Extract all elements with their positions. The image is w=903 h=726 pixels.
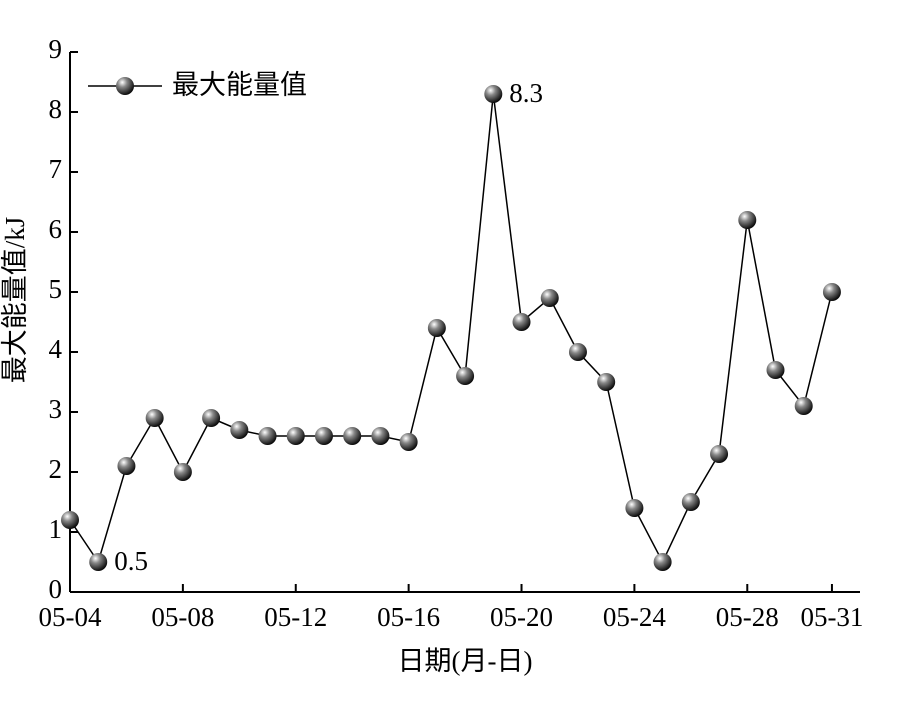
data-point bbox=[117, 457, 136, 475]
x-tick-label: 05-31 bbox=[800, 602, 863, 632]
data-point bbox=[286, 427, 305, 445]
x-tick-label: 05-24 bbox=[603, 602, 666, 632]
x-axis-label: 日期(月-日) bbox=[398, 646, 533, 676]
y-tick-label: 8 bbox=[49, 94, 63, 124]
x-tick-label: 05-28 bbox=[716, 602, 779, 632]
data-point bbox=[145, 409, 164, 427]
data-point bbox=[456, 367, 475, 385]
data-point bbox=[597, 373, 616, 391]
annotation: 0.5 bbox=[114, 546, 148, 576]
data-point bbox=[681, 493, 700, 511]
y-tick-label: 5 bbox=[49, 274, 63, 304]
x-tick-label: 05-04 bbox=[39, 602, 102, 632]
data-point bbox=[230, 421, 249, 439]
series-line bbox=[69, 93, 833, 564]
data-point bbox=[625, 499, 644, 517]
y-tick-label: 4 bbox=[49, 334, 63, 364]
data-point bbox=[314, 427, 333, 445]
data-point bbox=[258, 427, 277, 445]
y-tick-label: 7 bbox=[49, 154, 63, 184]
y-tick-label: 9 bbox=[49, 34, 63, 64]
data-point bbox=[89, 553, 108, 571]
data-point bbox=[427, 319, 446, 337]
data-point bbox=[822, 283, 841, 301]
x-tick-label: 05-16 bbox=[377, 602, 440, 632]
y-tick-label: 6 bbox=[49, 214, 63, 244]
x-tick-label: 05-20 bbox=[490, 602, 553, 632]
y-tick-label: 0 bbox=[49, 574, 63, 604]
data-point bbox=[794, 397, 813, 415]
data-point bbox=[399, 433, 418, 451]
data-point bbox=[61, 511, 79, 529]
legend-marker bbox=[116, 77, 134, 95]
legend-label: 最大能量值 bbox=[172, 70, 307, 100]
y-tick-label: 3 bbox=[49, 394, 63, 424]
y-axis-label: 最大能量值/kJ bbox=[0, 217, 30, 384]
data-point bbox=[540, 289, 559, 307]
y-tick-label: 1 bbox=[49, 514, 63, 544]
data-point bbox=[710, 445, 729, 463]
annotation: 8.3 bbox=[509, 78, 543, 108]
data-point bbox=[343, 427, 362, 445]
data-point bbox=[653, 553, 672, 571]
data-point bbox=[484, 85, 503, 103]
x-tick-label: 05-08 bbox=[151, 602, 214, 632]
x-tick-label: 05-12 bbox=[264, 602, 327, 632]
data-point bbox=[568, 343, 587, 361]
data-point bbox=[512, 313, 531, 331]
data-point bbox=[202, 409, 221, 427]
data-point bbox=[738, 211, 757, 229]
data-point bbox=[766, 361, 785, 379]
data-point bbox=[371, 427, 390, 445]
data-point bbox=[173, 463, 192, 481]
y-tick-label: 2 bbox=[49, 454, 63, 484]
